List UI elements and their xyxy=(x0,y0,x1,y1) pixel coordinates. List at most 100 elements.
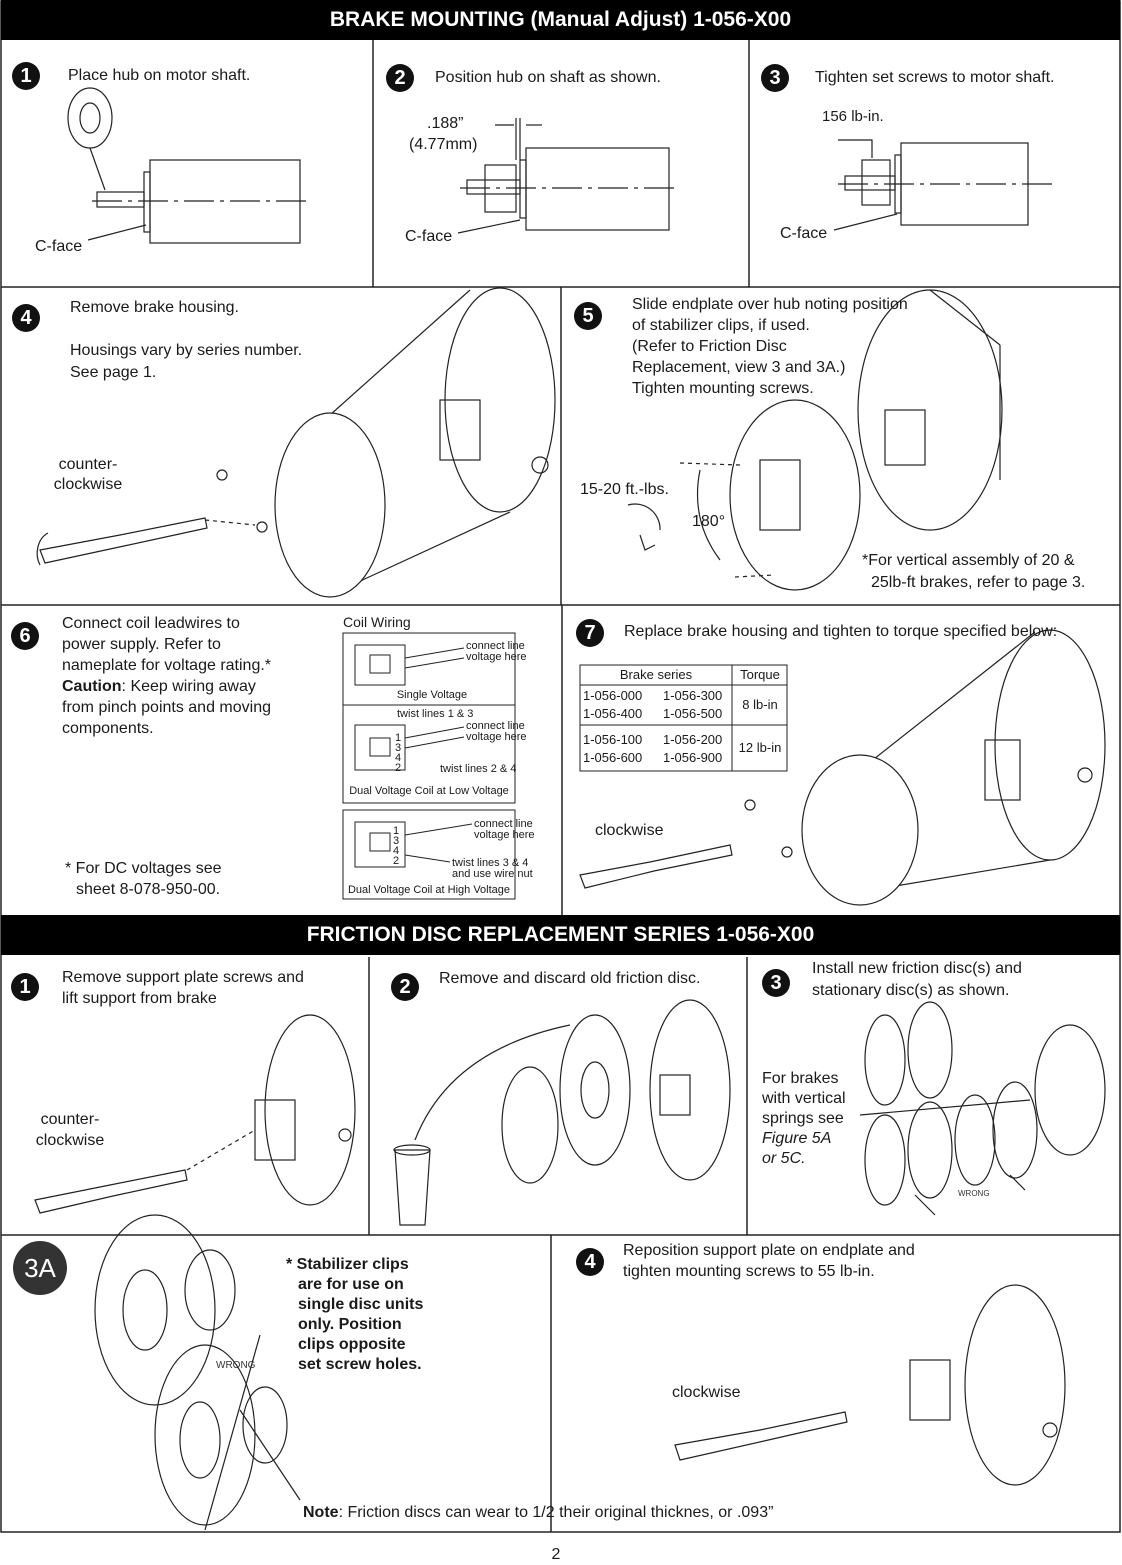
coil-caption: Dual Voltage Coil at Low Voltage xyxy=(349,785,509,797)
torque-label: 15-20 ft.-lbs. xyxy=(580,481,669,498)
step-number: 2 xyxy=(394,67,405,89)
brake-housing-illustration-part xyxy=(256,521,268,533)
wear-note: Note: Friction discs can wear to 1/2 the… xyxy=(303,1503,773,1523)
motor-illustration-part xyxy=(519,159,527,219)
brake-housing-illustration-part xyxy=(679,462,741,466)
instruction: Install new friction disc(s) and xyxy=(812,960,1022,977)
terminal: 2 xyxy=(395,762,402,774)
figure-reference: Figure 5A xyxy=(762,1130,832,1147)
label: C-face xyxy=(780,225,828,242)
side-note: with vertical xyxy=(762,1090,846,1107)
disc-illustrations-part xyxy=(580,1061,610,1119)
table-cell: 1-056-600 xyxy=(583,750,643,765)
instruction: nameplate for voltage rating.* xyxy=(62,657,272,674)
caution: Caution: Keep wiring away xyxy=(62,677,256,697)
motor-illustration-part xyxy=(844,175,896,191)
disc-illustrations-part xyxy=(914,1194,936,1216)
table-cell: 1-056-100 xyxy=(583,732,643,747)
step-number: 4 xyxy=(584,1251,596,1273)
disc-illustrations-part xyxy=(393,1144,431,1156)
stabilizer-note: * Stabilizer clips xyxy=(286,1256,409,1273)
coil-label: twist lines 2 & 4 xyxy=(440,763,517,775)
housing-replace-illustration-part xyxy=(801,754,919,906)
step-number: 7 xyxy=(584,622,595,644)
stabilizer-illustration-part xyxy=(964,1284,1066,1486)
label: C-face xyxy=(35,238,83,255)
housing-replace-illustration-part xyxy=(1077,767,1093,783)
disc-illustrations-part xyxy=(559,1014,631,1166)
brake-housing-illustration-part xyxy=(274,412,386,598)
table-cell: 1-056-500 xyxy=(663,706,723,721)
disc-illustrations-part xyxy=(501,1066,559,1184)
terminal: 1 xyxy=(393,825,400,837)
step-badges-part xyxy=(762,969,790,997)
step-badges-part xyxy=(12,62,40,90)
caution-label: Caution xyxy=(62,678,122,695)
coil-wiring-boxes-part xyxy=(342,809,516,900)
disc-illustrations-part xyxy=(186,1129,256,1171)
instruction: (Refer to Friction Disc xyxy=(632,338,787,355)
disc-illustrations-part xyxy=(992,1081,1038,1179)
torque-table-part xyxy=(579,664,788,772)
stabilizer-illustration-part xyxy=(179,1401,221,1479)
disc-illustrations-part xyxy=(649,999,731,1181)
coil-wiring-boxes-part xyxy=(369,832,391,852)
brake-housing-illustration-part xyxy=(759,459,801,531)
table-cell: 8 lb-in xyxy=(742,697,778,712)
motor-illustration-part xyxy=(89,147,106,191)
brake-housing-illustration-part xyxy=(884,409,926,466)
angle-label: 180° xyxy=(692,513,726,530)
disc-illustrations-part xyxy=(864,1014,906,1106)
step-number: 6 xyxy=(19,625,30,647)
motor-illustration-part xyxy=(838,139,873,158)
motor-illustration-part xyxy=(96,191,145,208)
instruction: stationary disc(s) as shown. xyxy=(812,982,1010,999)
table-header: Brake series xyxy=(619,667,693,682)
dimension: (4.77mm) xyxy=(409,136,478,153)
brake-housing-illustration-part xyxy=(639,534,656,551)
instruction: power supply. Refer to xyxy=(62,636,221,653)
motor-illustration-part xyxy=(457,219,521,234)
section-header: BRAKE MOUNTING (Manual Adjust) 1-056-X00 xyxy=(1,0,1120,40)
brake-housing-illustration-part xyxy=(857,289,1003,531)
label: clockwise xyxy=(35,1132,105,1149)
disc-illustrations-part xyxy=(1009,1174,1026,1191)
coil-wiring-boxes-part xyxy=(404,823,473,836)
note: *For vertical assembly of 20 & xyxy=(862,552,1075,569)
brake-housing-illustration xyxy=(36,287,1003,598)
instruction: Remove and discard old friction disc. xyxy=(439,970,701,987)
section-header: FRICTION DISC REPLACEMENT SERIES 1-056-X… xyxy=(1,915,1120,955)
coil-caption: Dual Voltage Coil at High Voltage xyxy=(347,884,511,896)
coil-title: Coil Wiring xyxy=(343,614,411,630)
motor-illustration-part xyxy=(143,171,151,233)
coil-wiring-boxes-part xyxy=(369,654,391,674)
step-badges-part xyxy=(386,64,414,92)
instruction: Reposition support plate on endplate and xyxy=(623,1242,915,1259)
instruction: Place hub on motor shaft. xyxy=(68,67,251,84)
instruction: Remove support plate screws and xyxy=(62,969,304,986)
brake-housing-illustration-part xyxy=(929,289,1001,346)
coil-wiring-boxes-part xyxy=(342,632,516,804)
motor-illustration-part xyxy=(833,213,898,231)
brake-housing-illustration-part xyxy=(329,289,471,416)
terminal: 3 xyxy=(393,835,400,847)
coil-label: twist lines 1 & 3 xyxy=(397,708,474,720)
step-number: 1 xyxy=(19,976,30,998)
instruction: Housings vary by series number. xyxy=(70,342,303,359)
stabilizer-illustration-part xyxy=(242,1386,288,1464)
disc-illustrations-part xyxy=(907,1101,953,1199)
step-number: 3 xyxy=(769,67,780,89)
instruction: Remove brake housing. xyxy=(70,299,239,316)
side-note: For brakes xyxy=(762,1070,839,1087)
coil-wiring-boxes-part xyxy=(369,737,391,757)
brake-housing-illustration-part xyxy=(216,469,228,481)
instruction: Tighten mounting screws. xyxy=(632,380,814,397)
label: clockwise xyxy=(595,822,664,839)
step-badges-part xyxy=(12,304,40,332)
coil-wiring-boxes-part xyxy=(404,736,465,749)
stabilizer-note: clips opposite xyxy=(298,1336,406,1353)
disc-illustrations-part xyxy=(659,1074,691,1116)
stabilizer-note: set screw holes. xyxy=(298,1356,422,1373)
